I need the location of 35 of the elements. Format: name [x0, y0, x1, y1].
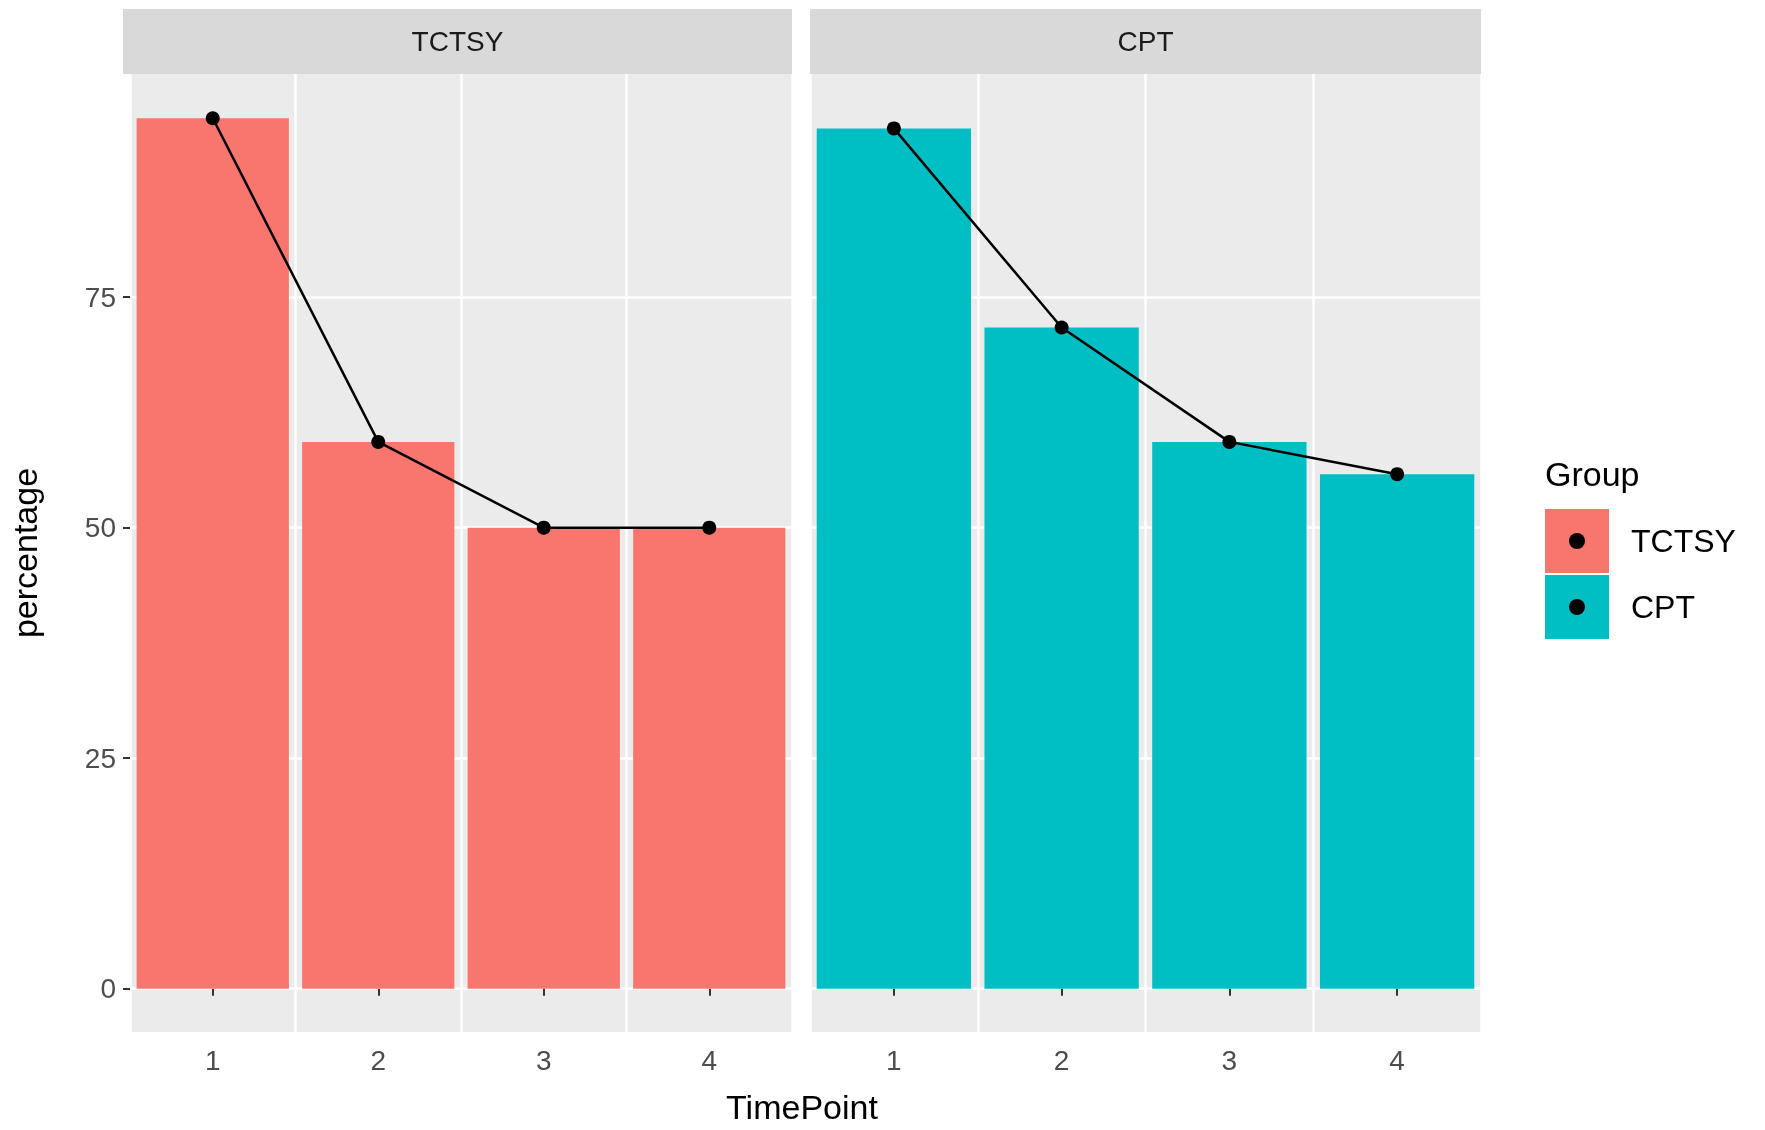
x-tick-label: 3	[535, 1044, 552, 1076]
x-tick-label: 1	[204, 1044, 221, 1076]
legend-label: CPT	[1631, 588, 1695, 626]
y-tick-label: 0	[100, 973, 116, 1005]
bar	[302, 441, 455, 989]
x-tick-label: 2	[1053, 1044, 1070, 1076]
x-tick-label: 2	[370, 1044, 387, 1076]
bar	[633, 527, 786, 989]
point	[1054, 320, 1069, 335]
point	[1222, 434, 1237, 449]
x-axis-title: TimePoint	[725, 1088, 879, 1127]
bar	[1319, 474, 1475, 989]
point	[886, 121, 901, 136]
bar	[984, 327, 1139, 989]
y-tick-label: 50	[84, 512, 116, 544]
bar	[467, 527, 620, 989]
legend-title: Group	[1545, 455, 1641, 494]
bar	[816, 128, 972, 989]
point	[1390, 467, 1405, 482]
point	[536, 520, 551, 535]
x-tick-label: 4	[1389, 1044, 1405, 1076]
point	[205, 111, 220, 126]
chart-title: TCTSY	[123, 9, 792, 74]
x-tick-label: 1	[886, 1044, 902, 1076]
x-tick-label: 4	[701, 1044, 718, 1076]
legend-label: TCTSY	[1631, 522, 1736, 560]
bar	[136, 118, 289, 989]
y-tick-label: 25	[84, 742, 116, 774]
y-axis-title: percentage	[6, 467, 44, 639]
point	[702, 520, 717, 535]
bar	[1152, 441, 1307, 989]
chart-title: CPT	[810, 9, 1481, 74]
y-tick-label: 75	[84, 281, 116, 313]
x-tick-label: 3	[1221, 1044, 1238, 1076]
point	[371, 434, 386, 449]
